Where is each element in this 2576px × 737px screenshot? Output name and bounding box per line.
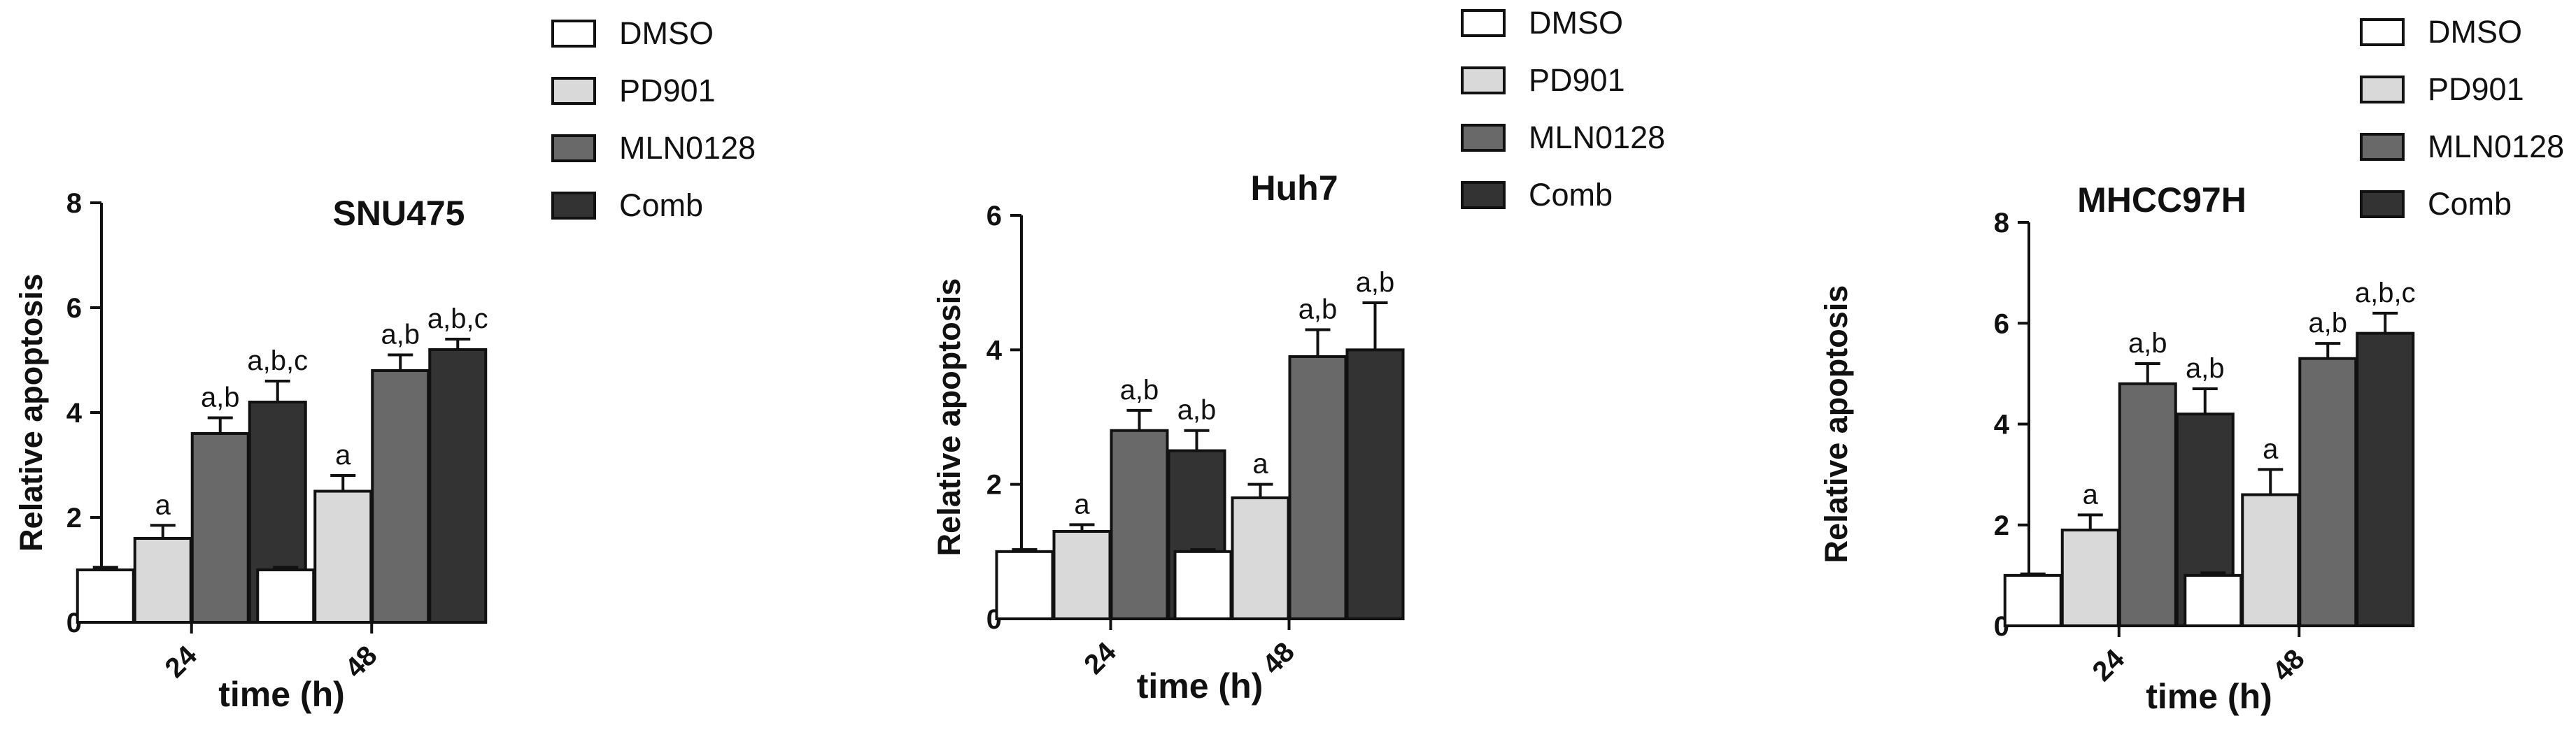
bar-comb bbox=[2356, 331, 2415, 627]
x-axis-title: time (h) bbox=[2146, 677, 2272, 716]
y-axis-label: Relative apoptosis bbox=[13, 273, 49, 552]
legend-label: Comb bbox=[1529, 177, 1613, 213]
bar-mln0128 bbox=[371, 369, 430, 624]
chart-title: MHCC97H bbox=[2077, 180, 2246, 220]
significance-label: a,b bbox=[2308, 308, 2347, 338]
legend-label: DMSO bbox=[619, 15, 714, 51]
legend-swatch-pd901 bbox=[2360, 76, 2405, 103]
significance-label: a bbox=[2083, 479, 2099, 510]
bar-pd901 bbox=[1231, 496, 1290, 621]
significance-label: a bbox=[335, 440, 351, 471]
legend-swatch-comb bbox=[1461, 181, 1506, 209]
y-tick-label: 2 bbox=[66, 503, 82, 534]
legend-swatch-pd901 bbox=[1461, 66, 1506, 94]
significance-label: a bbox=[2263, 434, 2279, 464]
legend-label: MLN0128 bbox=[2428, 129, 2564, 164]
legend-swatch-pd901 bbox=[551, 77, 596, 105]
significance-label: a,b bbox=[381, 320, 420, 350]
significance-label: a,b,c bbox=[2355, 278, 2416, 308]
bar-mln0128 bbox=[2118, 382, 2177, 627]
bar-dmso bbox=[76, 568, 135, 624]
legend-label: PD901 bbox=[619, 73, 716, 108]
y-tick-label: 2 bbox=[1994, 510, 2009, 541]
bar-dmso bbox=[256, 568, 316, 624]
significance-label: a,b bbox=[2186, 353, 2225, 384]
bar-pd901 bbox=[133, 537, 192, 624]
bar-comb bbox=[428, 348, 488, 624]
significance-label: a,b bbox=[201, 382, 240, 413]
legend-label: DMSO bbox=[1529, 5, 1623, 41]
legend-swatch-mln0128 bbox=[2360, 133, 2405, 161]
legend-swatch-mln0128 bbox=[1461, 124, 1506, 152]
legend-label: Comb bbox=[2428, 186, 2512, 222]
significance-label: a,b bbox=[2128, 328, 2167, 359]
y-tick-label: 6 bbox=[986, 201, 1002, 231]
significance-label: a,b bbox=[1120, 375, 1159, 406]
bar-dmso bbox=[995, 550, 1054, 620]
legend-label: PD901 bbox=[2428, 71, 2524, 107]
bar-dmso bbox=[2003, 573, 2062, 627]
x-tick-label: 24 bbox=[160, 640, 204, 684]
y-tick-label: 8 bbox=[66, 188, 82, 219]
y-tick-label: 2 bbox=[986, 470, 1002, 501]
y-tick-label: 6 bbox=[1994, 308, 2009, 339]
x-tick-label: 48 bbox=[339, 640, 383, 684]
legend-label: MLN0128 bbox=[619, 130, 756, 166]
significance-label: a bbox=[155, 489, 171, 520]
bar-pd901 bbox=[1052, 529, 1112, 621]
x-tick-label: 24 bbox=[2087, 643, 2131, 687]
legend-label: DMSO bbox=[2428, 14, 2522, 50]
legend-swatch-comb bbox=[551, 192, 596, 220]
bar-mln0128 bbox=[190, 432, 250, 624]
legend-label: Comb bbox=[619, 187, 703, 223]
chart-title: SNU475 bbox=[333, 194, 465, 233]
legend-swatch-dmso bbox=[2360, 18, 2405, 46]
y-tick-label: 4 bbox=[986, 335, 1003, 366]
bar-mln0128 bbox=[1110, 429, 1169, 620]
legend-label: MLN0128 bbox=[1529, 120, 1665, 155]
bar-pd901 bbox=[313, 489, 373, 624]
legend: DMSO PD901 MLN0128 Comb bbox=[2360, 14, 2564, 222]
significance-label: a bbox=[1074, 489, 1090, 520]
significance-label: a,b bbox=[1177, 395, 1217, 426]
x-tick-label: 48 bbox=[1257, 636, 1301, 680]
bar-pd901 bbox=[2241, 493, 2300, 627]
bar-dmso bbox=[1173, 550, 1233, 620]
bar-mln0128 bbox=[2298, 357, 2358, 627]
x-axis-title: time (h) bbox=[218, 675, 345, 714]
significance-label: a bbox=[1252, 449, 1268, 480]
legend-swatch-comb bbox=[2360, 190, 2405, 218]
legend-swatch-dmso bbox=[1461, 9, 1506, 37]
significance-label: a,b bbox=[1356, 267, 1395, 298]
x-tick-label: 48 bbox=[2267, 643, 2311, 687]
chart-title: Huh7 bbox=[1251, 169, 1338, 208]
legend: DMSO PD901 MLN0128 Comb bbox=[551, 15, 756, 223]
y-tick-label: 4 bbox=[66, 398, 83, 429]
bar-mln0128 bbox=[1288, 355, 1347, 620]
y-axis-label: Relative apoptosis bbox=[1818, 285, 1854, 564]
significance-label: a,b,c bbox=[427, 303, 488, 334]
legend-swatch-dmso bbox=[551, 20, 596, 48]
x-axis-title: time (h) bbox=[1137, 666, 1264, 706]
bar-pd901 bbox=[2060, 528, 2120, 628]
bar-dmso bbox=[2184, 573, 2243, 627]
y-tick-label: 6 bbox=[66, 293, 82, 324]
y-tick-label: 8 bbox=[1994, 208, 2009, 238]
significance-label: a,b,c bbox=[247, 345, 308, 376]
bar-comb bbox=[1345, 348, 1405, 620]
x-tick-label: 24 bbox=[1078, 636, 1122, 680]
y-axis-label: Relative apoptosis bbox=[931, 278, 967, 557]
y-tick-label: 4 bbox=[1994, 410, 2010, 441]
legend: DMSO PD901 MLN0128 Comb bbox=[1461, 5, 1665, 213]
legend-label: PD901 bbox=[1529, 62, 1625, 98]
significance-label: a,b bbox=[1298, 294, 1338, 324]
legend-swatch-mln0128 bbox=[551, 134, 596, 162]
